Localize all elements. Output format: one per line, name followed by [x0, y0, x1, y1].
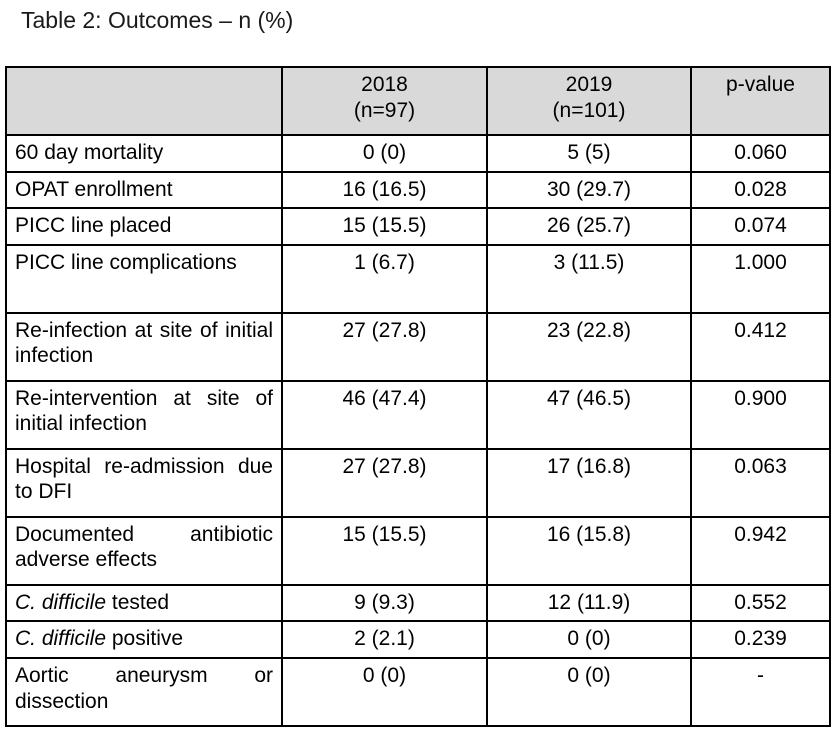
- value-2019: 17 (16.8): [486, 447, 692, 518]
- value-2018: 27 (27.8): [281, 311, 488, 382]
- value-2018: 15 (15.5): [281, 207, 488, 246]
- p-value: 0.942: [690, 515, 831, 586]
- value-2018: 0 (0): [281, 134, 488, 173]
- value-2019: 3 (11.5): [486, 243, 692, 314]
- outcome-label: C. difficile positive: [5, 620, 283, 660]
- header-2018-n: (n=97): [353, 98, 416, 122]
- value-2019: 0 (0): [486, 657, 692, 728]
- p-value: 0.239: [690, 620, 831, 660]
- header-2019-n: (n=101): [552, 98, 626, 122]
- table-row: Documented antibiotic adverse effects 15 …: [5, 515, 831, 586]
- value-2018: 0 (0): [281, 657, 488, 728]
- value-2019: 30 (29.7): [486, 170, 692, 210]
- header-row: 2018 (n=97) 2019 (n=101) p-value: [5, 66, 831, 136]
- p-value: 1.000: [690, 243, 831, 314]
- table-row: Hospital re-admission due to DFI 27 (27.8…: [5, 447, 831, 518]
- value-2018: 1 (6.7): [281, 243, 488, 314]
- table-row: OPAT enrollment 16 (16.5) 30 (29.7) 0.028: [5, 170, 831, 210]
- table-row: Re-infection at site of initial infectio…: [5, 311, 831, 382]
- value-2019: 23 (22.8): [486, 311, 692, 382]
- table-row: C. difficile tested 9 (9.3) 12 (11.9) 0.552: [5, 583, 831, 623]
- outcome-label: PICC line complications: [5, 243, 283, 314]
- p-value: 0.074: [690, 207, 831, 246]
- outcome-label: PICC line placed: [5, 207, 283, 246]
- value-2018: 2 (2.1): [281, 620, 488, 660]
- outcome-label-italic: C. difficile: [15, 627, 107, 651]
- p-value: 0.060: [690, 134, 831, 173]
- value-2018: 9 (9.3): [281, 583, 488, 623]
- p-value: 0.063: [690, 447, 831, 518]
- table-row: PICC line complications 1 (6.7) 3 (11.5) 1.…: [5, 243, 831, 314]
- value-2018: 46 (47.4): [281, 379, 488, 450]
- header-2019: 2019 (n=101): [486, 66, 692, 136]
- value-2019: 26 (25.7): [486, 207, 692, 246]
- value-2019: 12 (11.9): [486, 583, 692, 623]
- table-row: C. difficile positive 2 (2.1) 0 (0) 0.239: [5, 620, 831, 660]
- value-2018: 16 (16.5): [281, 170, 488, 210]
- header-2018-year: 2018: [361, 73, 408, 96]
- table-body: 60 day mortality 0 (0) 5 (5) 0.060 OPAT enro…: [5, 134, 831, 728]
- p-value: 0.028: [690, 170, 831, 210]
- outcome-label: C. difficile tested: [5, 583, 283, 623]
- value-2019: 16 (15.8): [486, 515, 692, 586]
- header-2018: 2018 (n=97): [281, 66, 488, 136]
- p-value: 0.552: [690, 583, 831, 623]
- header-outcome-empty: [5, 66, 283, 136]
- outcome-label: OPAT enrollment: [5, 170, 283, 210]
- table-row: PICC line placed 15 (15.5) 26 (25.7) 0.074: [5, 207, 831, 246]
- table-row: Re-intervention at site of initial infec…: [5, 379, 831, 450]
- outcome-label: Re-intervention at site of initial infec…: [5, 379, 283, 450]
- outcome-label: Aortic aneurysm or dissection: [5, 657, 283, 728]
- outcome-label-italic: C. difficile: [15, 590, 107, 614]
- value-2019: 47 (46.5): [486, 379, 692, 450]
- value-2019: 5 (5): [486, 134, 692, 173]
- header-2019-year: 2019: [565, 73, 613, 96]
- value-2019: 0 (0): [486, 620, 692, 660]
- p-value: -: [690, 657, 831, 728]
- outcome-label: Hospital re-admission due to DFI: [5, 447, 283, 518]
- outcome-label: Re-infection at site of initial infectio…: [5, 311, 283, 382]
- p-value: 0.900: [690, 379, 831, 450]
- table-caption: Table 2: Outcomes – n (%): [21, 7, 294, 33]
- outcomes-table: 2018 (n=97) 2019 (n=101) p-value 60 day …: [5, 66, 831, 728]
- outcome-label: 60 day mortality: [5, 134, 283, 173]
- header-pvalue: p-value: [690, 66, 831, 136]
- outcome-label: Documented antibiotic adverse effects: [5, 515, 283, 586]
- value-2018: 27 (27.8): [281, 447, 488, 518]
- table-row: 60 day mortality 0 (0) 5 (5) 0.060: [5, 134, 831, 173]
- table-row: Aortic aneurysm or dissection 0 (0) 0 (0) -: [5, 657, 831, 728]
- value-2018: 15 (15.5): [281, 515, 488, 586]
- p-value: 0.412: [690, 311, 831, 382]
